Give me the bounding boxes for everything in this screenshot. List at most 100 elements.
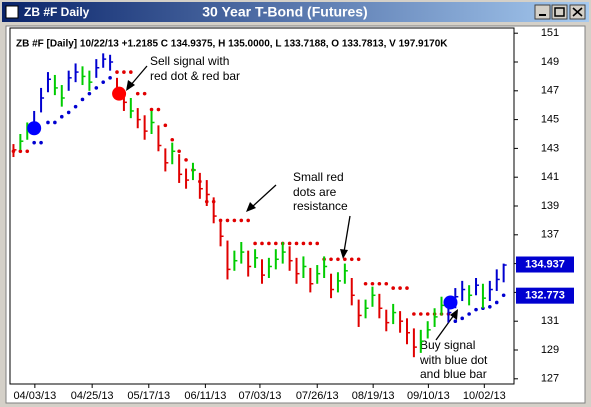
annotation-line: Sell signal with — [150, 54, 229, 68]
arrowheads — [126, 80, 458, 320]
stop-dot — [94, 86, 99, 90]
stop-dot — [87, 91, 92, 96]
stop-dot — [142, 91, 147, 96]
signal-dot — [27, 121, 42, 136]
annotation-line: resistance — [293, 199, 348, 213]
stop-dot — [46, 120, 50, 125]
y-tick-label: 141 — [541, 171, 559, 183]
stop-dot — [260, 241, 264, 246]
stop-dot — [343, 257, 347, 262]
y-tick-label: 127 — [541, 373, 559, 385]
stop-dot — [122, 70, 126, 74]
price-label: 134.937 — [525, 258, 565, 270]
arrow — [343, 215, 351, 253]
x-tick-label: 05/17/13 — [127, 390, 170, 402]
stop-dot — [108, 76, 112, 80]
stop-dot — [377, 281, 382, 286]
x-tick-label: 10/02/13 — [463, 390, 506, 402]
stop-dot — [315, 241, 320, 246]
x-tick-label: 09/10/13 — [407, 390, 450, 402]
chart-title: 30 Year T-Bond (Futures) — [202, 4, 367, 20]
minimize-button[interactable] — [534, 4, 551, 20]
title-bar — [2, 2, 589, 22]
stop-dot — [412, 312, 416, 316]
arrowhead — [126, 80, 135, 91]
stop-dot — [267, 241, 271, 246]
arrow — [251, 184, 277, 208]
arrowhead — [340, 249, 348, 259]
stop-dot — [53, 120, 57, 125]
stop-dot — [129, 70, 133, 74]
chart-header: ZB #F [Daily] 10/22/13 +1.2185 C 134.937… — [16, 39, 448, 50]
arrowhead — [450, 309, 458, 320]
x-tick-label: 06/11/13 — [184, 390, 226, 402]
x-tick-label: 04/03/13 — [13, 390, 56, 402]
stop-dot — [398, 286, 402, 290]
window-title: ZB #F Daily — [24, 5, 90, 19]
stop-dot — [163, 123, 168, 128]
annotation-line: with blue dot — [419, 353, 488, 367]
stop-dot — [494, 300, 499, 305]
annotation-line: red dot & red bar — [150, 69, 240, 83]
stop-dot — [32, 140, 36, 145]
stop-dot — [232, 218, 237, 223]
stop-dot — [370, 281, 375, 286]
stop-dot — [488, 305, 492, 309]
plot-area — [9, 27, 515, 385]
x-tick-label: 08/19/13 — [352, 390, 395, 402]
stop-dot — [253, 241, 257, 246]
stop-dot — [356, 257, 361, 262]
arrows — [129, 65, 455, 341]
y-tick-label: 143 — [541, 142, 559, 154]
maximize-icon — [554, 7, 565, 17]
stop-dot — [184, 158, 188, 162]
y-tick-label: 149 — [541, 56, 559, 68]
y-tick-label: 137 — [541, 229, 559, 241]
x-tick-label: 04/25/13 — [71, 390, 114, 402]
stop-dot — [80, 97, 85, 102]
window-icon — [5, 5, 19, 19]
stop-dot — [274, 241, 278, 246]
stop-dot — [294, 241, 299, 246]
stop-dot — [170, 137, 175, 142]
stop-dot — [239, 218, 244, 223]
arrowhead — [246, 202, 256, 212]
stop-dot — [329, 257, 333, 262]
stop-dot — [308, 241, 313, 246]
stop-dot — [474, 307, 478, 312]
stop-dot — [177, 149, 181, 154]
signal-dot — [112, 86, 127, 101]
price-label: 132.773 — [525, 290, 565, 302]
stop-dot — [149, 107, 154, 112]
annotation-line: Buy signal — [420, 338, 475, 352]
x-tick-label: 07/03/13 — [239, 390, 282, 402]
stop-dot — [336, 257, 340, 262]
y-tick-label: 139 — [541, 200, 559, 212]
annotations: Sell signal with red dot & red bar Small… — [126, 54, 488, 381]
stop-dot — [59, 114, 64, 119]
stop-dot — [156, 107, 161, 112]
stop-dot — [225, 218, 230, 223]
y-tick-label: 151 — [541, 27, 559, 39]
signal-dot — [443, 295, 458, 310]
stop-dot — [405, 286, 409, 290]
stop-dot — [391, 286, 395, 290]
price-label-box — [516, 256, 574, 273]
y-tick-label: 129 — [541, 344, 559, 356]
arrow — [435, 314, 455, 341]
annotation-line: and blue bar — [420, 367, 487, 381]
stop-dot — [418, 312, 423, 316]
stop-dot — [453, 319, 458, 324]
stop-dot — [501, 293, 506, 298]
stop-dot — [460, 316, 465, 321]
window-controls — [534, 4, 586, 20]
stop-dot — [384, 281, 389, 286]
stop-dot — [301, 241, 306, 246]
annotation-line: Small red — [293, 170, 344, 184]
stop-dot — [25, 149, 30, 154]
stop-dot — [18, 149, 23, 154]
price-label-box — [516, 287, 574, 304]
stop-dot — [287, 241, 292, 246]
y-tick-label: 145 — [541, 114, 559, 126]
